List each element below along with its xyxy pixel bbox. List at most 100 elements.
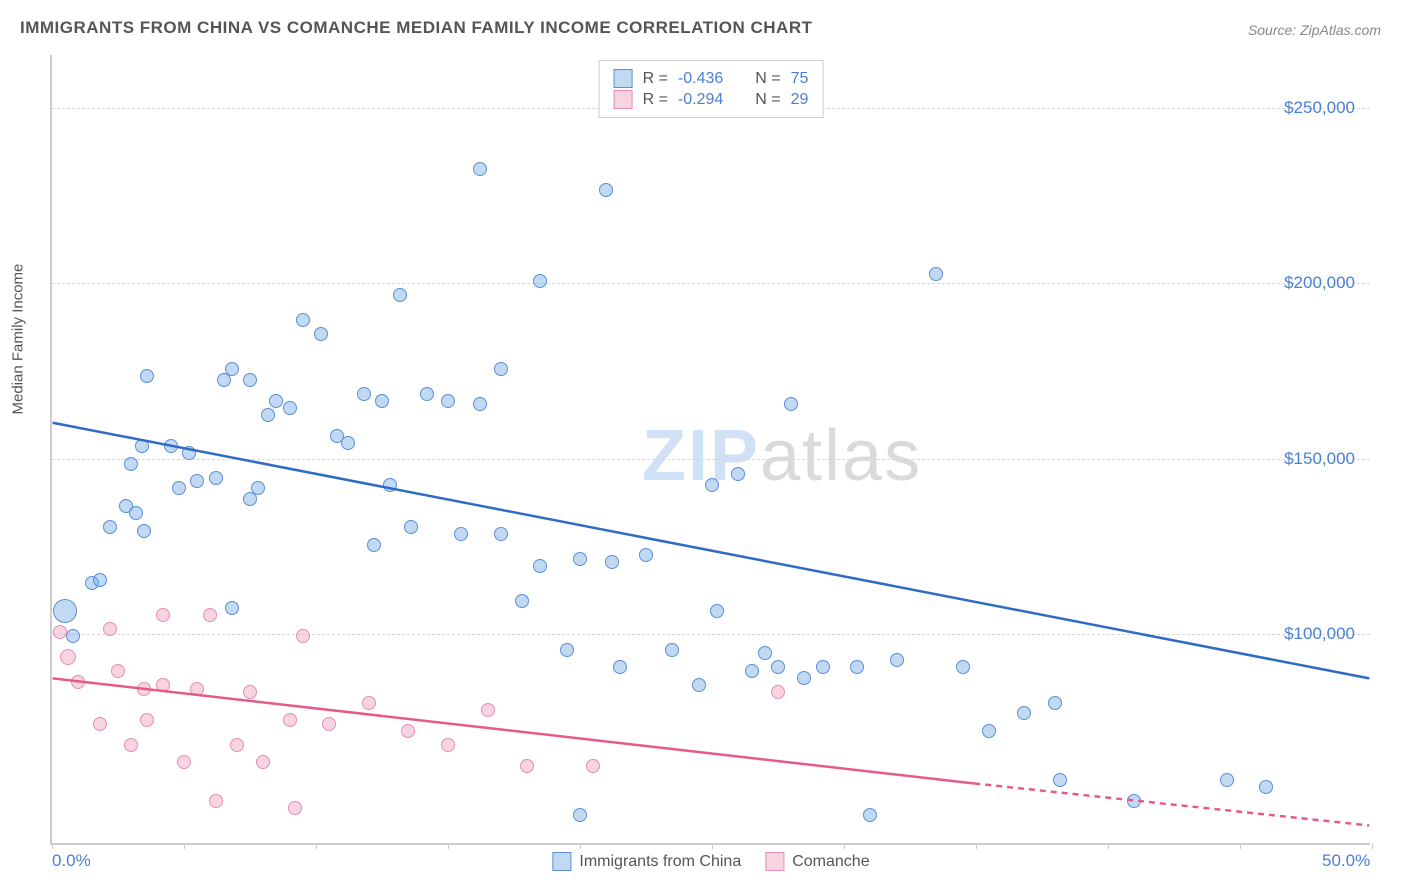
scatter-point — [890, 653, 904, 667]
scatter-point — [182, 446, 196, 460]
scatter-point — [420, 387, 434, 401]
scatter-point — [156, 678, 170, 692]
scatter-point — [599, 183, 613, 197]
x-tick-label: 0.0% — [52, 851, 91, 871]
scatter-point — [1048, 696, 1062, 710]
scatter-point — [705, 478, 719, 492]
legend-row-china: R = -0.436 N = 75 — [614, 69, 809, 88]
scatter-point — [745, 664, 759, 678]
scatter-point — [956, 660, 970, 674]
scatter-point — [665, 643, 679, 657]
scatter-point — [156, 608, 170, 622]
scatter-point — [481, 703, 495, 717]
legend-item-comanche: Comanche — [765, 852, 869, 871]
scatter-point — [283, 713, 297, 727]
scatter-point — [586, 759, 600, 773]
scatter-point — [929, 267, 943, 281]
y-tick-label: $200,000 — [1284, 273, 1355, 293]
y-tick-label: $250,000 — [1284, 98, 1355, 118]
source-attribution: Source: ZipAtlas.com — [1248, 22, 1381, 38]
scatter-point — [177, 755, 191, 769]
scatter-point — [60, 649, 76, 665]
scatter-point — [404, 520, 418, 534]
scatter-point — [124, 738, 138, 752]
scatter-point — [533, 274, 547, 288]
scatter-point — [515, 594, 529, 608]
y-tick-label: $100,000 — [1284, 624, 1355, 644]
scatter-point — [111, 664, 125, 678]
scatter-point — [164, 439, 178, 453]
scatter-point — [520, 759, 534, 773]
n-value-comanche: 29 — [791, 91, 809, 109]
scatter-point — [1220, 773, 1234, 787]
scatter-point — [53, 625, 67, 639]
scatter-point — [1127, 794, 1141, 808]
legend-label-china: Immigrants from China — [579, 853, 741, 871]
scatter-point — [1259, 780, 1273, 794]
trend-line — [53, 678, 975, 783]
x-tick — [184, 843, 185, 849]
scatter-point — [129, 506, 143, 520]
scatter-point — [71, 675, 85, 689]
scatter-point — [560, 643, 574, 657]
scatter-point — [816, 660, 830, 674]
scatter-point — [140, 713, 154, 727]
scatter-point — [203, 608, 217, 622]
scatter-point — [256, 755, 270, 769]
scatter-point — [710, 604, 724, 618]
scatter-point — [367, 538, 381, 552]
scatter-point — [797, 671, 811, 685]
scatter-point — [613, 660, 627, 674]
scatter-point — [190, 682, 204, 696]
scatter-point — [473, 397, 487, 411]
scatter-point — [454, 527, 468, 541]
r-label-china: R = — [643, 70, 668, 88]
x-tick-label: 50.0% — [1322, 851, 1370, 871]
scatter-point — [172, 481, 186, 495]
scatter-point — [441, 394, 455, 408]
scatter-point — [375, 394, 389, 408]
series-legend: Immigrants from China Comanche — [552, 852, 869, 871]
scatter-point — [230, 738, 244, 752]
scatter-point — [288, 801, 302, 815]
x-tick — [844, 843, 845, 849]
scatter-point — [209, 794, 223, 808]
x-tick — [316, 843, 317, 849]
scatter-point — [103, 622, 117, 636]
trend-line — [53, 423, 1370, 679]
scatter-point — [296, 629, 310, 643]
watermark-zip: ZIP — [642, 416, 760, 496]
scatter-point — [1053, 773, 1067, 787]
gridline — [52, 634, 1370, 635]
scatter-point — [383, 478, 397, 492]
scatter-point — [140, 369, 154, 383]
scatter-point — [784, 397, 798, 411]
scatter-point — [103, 520, 117, 534]
legend-label-comanche: Comanche — [792, 853, 869, 871]
scatter-point — [982, 724, 996, 738]
scatter-point — [137, 682, 151, 696]
legend-item-china: Immigrants from China — [552, 852, 741, 871]
scatter-point — [269, 394, 283, 408]
scatter-point — [135, 439, 149, 453]
scatter-point — [494, 527, 508, 541]
scatter-point — [243, 373, 257, 387]
scatter-point — [533, 559, 547, 573]
scatter-point — [573, 808, 587, 822]
scatter-point — [863, 808, 877, 822]
scatter-point — [605, 555, 619, 569]
scatter-point — [190, 474, 204, 488]
swatch-comanche-bottom — [765, 852, 784, 871]
n-value-china: 75 — [791, 70, 809, 88]
scatter-point — [53, 599, 77, 623]
watermark-atlas: atlas — [760, 416, 922, 496]
chart-title: IMMIGRANTS FROM CHINA VS COMANCHE MEDIAN… — [20, 18, 813, 38]
scatter-point — [771, 660, 785, 674]
x-tick — [580, 843, 581, 849]
n-label-comanche: N = — [755, 91, 780, 109]
gridline — [52, 283, 1370, 284]
n-label-china: N = — [755, 70, 780, 88]
scatter-point — [66, 629, 80, 643]
scatter-point — [758, 646, 772, 660]
x-tick — [1108, 843, 1109, 849]
